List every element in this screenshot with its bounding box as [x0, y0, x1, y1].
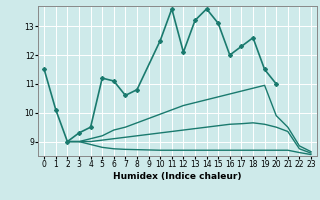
X-axis label: Humidex (Indice chaleur): Humidex (Indice chaleur) [113, 172, 242, 181]
